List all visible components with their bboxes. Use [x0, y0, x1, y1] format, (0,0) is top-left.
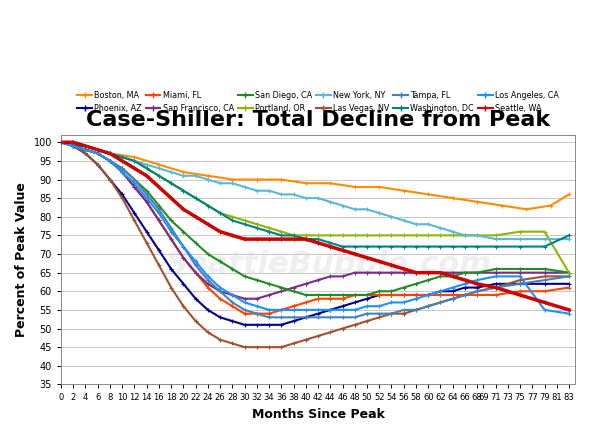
Legend: Boston, MA, Phoenix, AZ, Miami, FL, San Francisco, CA, San Diego, CA, Portland, : Boston, MA, Phoenix, AZ, Miami, FL, San … [76, 89, 560, 114]
Text: SeattleBubble.com: SeattleBubble.com [166, 250, 491, 279]
X-axis label: Months Since Peak: Months Since Peak [251, 408, 385, 421]
Title: Case-Shiller: Total Decline from Peak: Case-Shiller: Total Decline from Peak [86, 110, 550, 130]
Y-axis label: Percent of Peak Value: Percent of Peak Value [15, 182, 28, 337]
